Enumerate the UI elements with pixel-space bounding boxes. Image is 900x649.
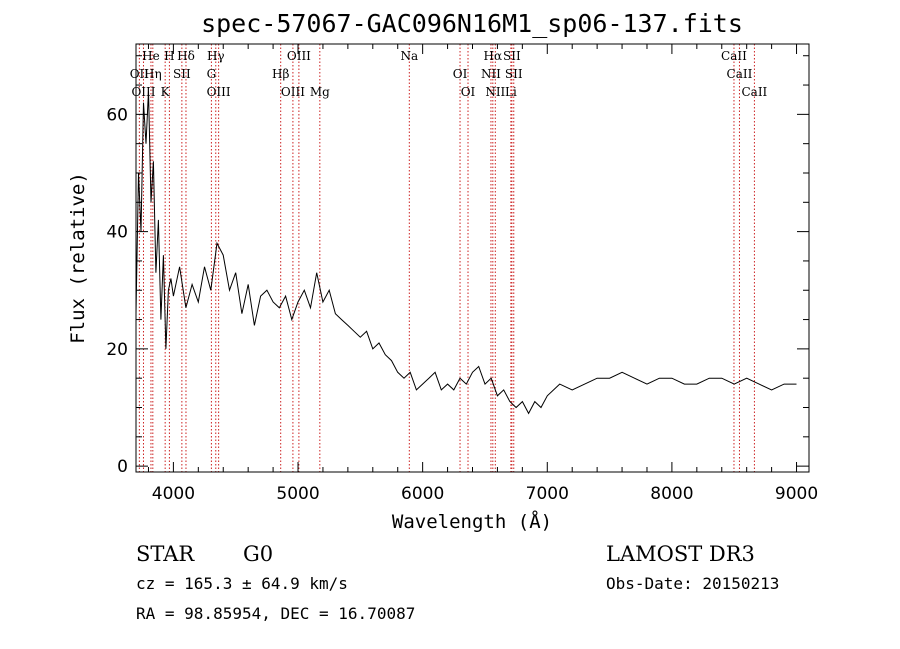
y-tick-label: 0 [117,457,128,477]
y-tick-label: 60 [106,105,128,125]
spectral-line-label: OIII [287,49,311,63]
x-tick-label: 5000 [276,484,319,504]
spectral-line-labels: Hδ OII OIII He Hη K H SII OIII Hγ G OIII OIII Hβ Mg Na O… [130,49,768,99]
x-tick-label: 8000 [650,484,693,504]
spectral-line-label: Hγ [207,49,225,63]
spectrum-series-line [135,90,797,415]
spectral-line-label: Hβ [272,67,289,81]
object-subclass: G0 [243,542,273,566]
object-class: STAR [136,542,195,566]
spectral-line-label: SII [503,49,521,63]
y-axis-label: Flux (relative) [67,172,89,344]
spectral-line-label: CaII [727,67,753,81]
spectral-line-label: G [207,67,217,81]
spectral-line-label: Hδ [177,49,195,63]
spectral-line-label: Mg [310,85,330,99]
x-tick-label: 7000 [526,484,569,504]
spectral-line-markers [138,44,755,472]
spectral-line-label: NII [485,85,505,99]
spectral-line-label: OIII [281,85,305,99]
survey-name: LAMOST DR3 [606,542,755,566]
x-tick-label: 6000 [401,484,444,504]
spectral-line-label: NII [481,67,501,81]
x-tick-label: 4000 [152,484,195,504]
spectral-line-label: Li [505,85,517,99]
spectral-line-label: OI [461,85,476,99]
redshift-cz: cz = 165.3 ± 64.9 km/s [136,574,348,593]
y-axis-ticks: 0 20 40 60 [106,55,809,477]
spectral-line-label: CaII [721,49,747,63]
spectral-line-label: Na [400,49,418,63]
spectral-line-label: Hα [484,49,503,63]
chart-title: spec-57067-GAC096N16M1_sp06-137.fits [201,9,743,38]
spectral-line-label: H [164,49,174,63]
spectral-line-label: CaII [741,85,767,99]
coordinates: RA = 98.85954, DEC = 16.70087 [136,604,415,623]
plot-frame [135,43,810,473]
spectral-line-label: OII [130,67,150,81]
spectral-line-label: He [142,49,160,63]
spectral-line-label: K [161,85,171,99]
x-axis-label: Wavelength (Å) [392,510,552,533]
y-tick-label: 40 [106,223,128,243]
spectral-line-label: SII [173,67,191,81]
x-tick-label: 9000 [775,484,818,504]
obs-date: Obs-Date: 20150213 [606,574,779,593]
y-tick-label: 20 [106,340,128,360]
spectral-line-label: OIII [207,85,231,99]
spectral-line-label: Hη [144,67,162,81]
spectral-line-label: OI [453,67,468,81]
spectral-line-label: OIII [131,85,155,99]
x-axis-ticks: 4000 5000 6000 7000 8000 9000 [147,44,818,504]
spectral-line-label: SII [505,67,523,81]
